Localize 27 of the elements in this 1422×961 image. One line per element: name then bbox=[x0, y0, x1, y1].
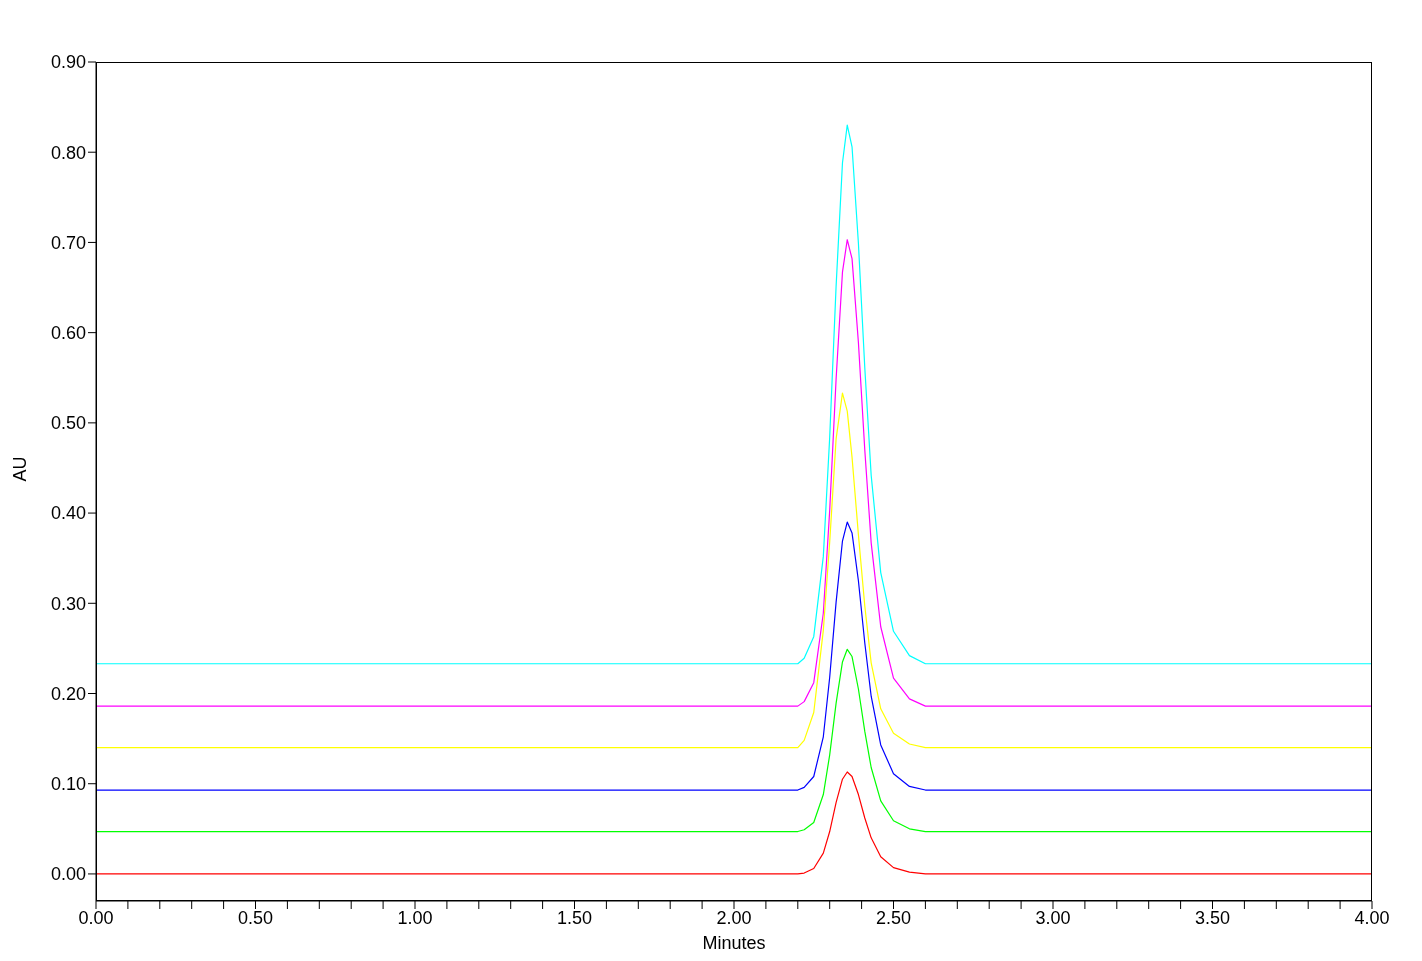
x-tick-label: 3.50 bbox=[1194, 907, 1231, 928]
x-axis-title: Minutes bbox=[702, 933, 766, 953]
x-tick-label: 1.00 bbox=[397, 907, 433, 928]
y-tick-label: 0.60 bbox=[50, 323, 86, 344]
line-series bbox=[96, 124, 1372, 665]
y-tick-label: 0.80 bbox=[50, 142, 86, 163]
line-series bbox=[96, 771, 1372, 875]
x-tick-label: 2.00 bbox=[716, 907, 752, 928]
line-series bbox=[96, 521, 1372, 791]
x-tick-label: 0.50 bbox=[237, 907, 274, 928]
y-tick-label: 0.00 bbox=[50, 864, 86, 885]
x-tick-label: 1.50 bbox=[556, 907, 593, 928]
y-tick-label: 0.40 bbox=[50, 503, 86, 524]
x-tick-label: 4.00 bbox=[1354, 907, 1390, 928]
y-tick-label: 0.20 bbox=[50, 683, 86, 704]
line-series bbox=[96, 392, 1372, 749]
x-tick-label: 0.00 bbox=[78, 907, 114, 928]
line-series bbox=[96, 239, 1372, 707]
y-tick-label: 0.70 bbox=[50, 232, 86, 253]
y-axis-title: AU bbox=[10, 456, 31, 482]
y-tick-label: 0.30 bbox=[50, 593, 86, 614]
x-tick-label: 3.00 bbox=[1035, 907, 1071, 928]
line-series bbox=[96, 648, 1372, 833]
x-tick-label: 2.50 bbox=[875, 907, 912, 928]
y-tick-label: 0.50 bbox=[50, 413, 86, 434]
y-tick-label: 0.90 bbox=[50, 52, 86, 73]
y-tick-label: 0.10 bbox=[50, 774, 86, 795]
